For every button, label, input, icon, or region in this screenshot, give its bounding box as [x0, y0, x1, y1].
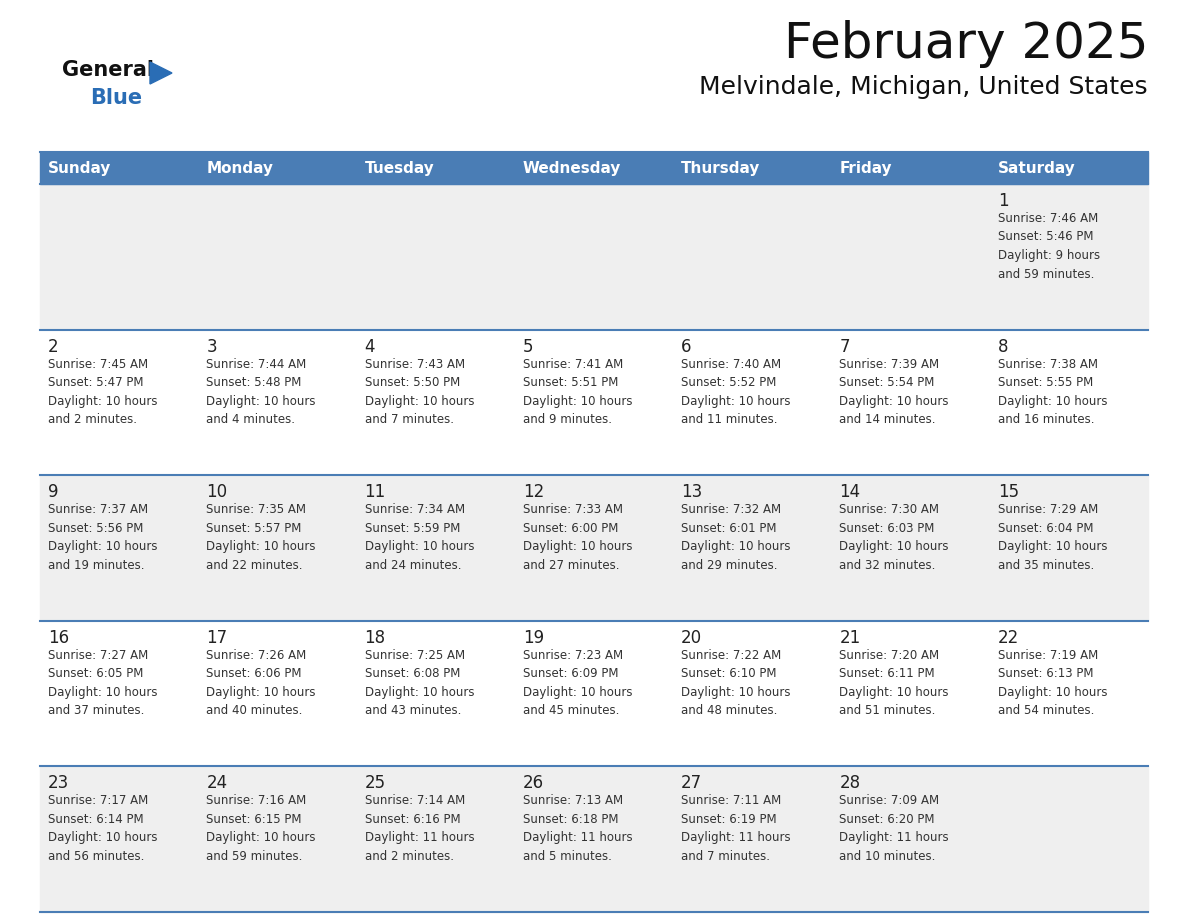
Text: 13: 13 [681, 483, 702, 501]
Bar [40, 152, 1148, 184]
Text: 11: 11 [365, 483, 386, 501]
Text: Sunrise: 7:16 AM
Sunset: 6:15 PM
Daylight: 10 hours
and 59 minutes.: Sunrise: 7:16 AM Sunset: 6:15 PM Dayligh… [207, 794, 316, 863]
Text: 10: 10 [207, 483, 227, 501]
Text: 19: 19 [523, 629, 544, 647]
Text: 1: 1 [998, 192, 1009, 210]
Text: 23: 23 [48, 775, 69, 792]
Text: 15: 15 [998, 483, 1019, 501]
Text: Tuesday: Tuesday [365, 161, 435, 175]
Bar [40, 330, 1148, 476]
Text: Sunrise: 7:29 AM
Sunset: 6:04 PM
Daylight: 10 hours
and 35 minutes.: Sunrise: 7:29 AM Sunset: 6:04 PM Dayligh… [998, 503, 1107, 572]
Polygon shape [150, 62, 172, 84]
Text: Sunrise: 7:46 AM
Sunset: 5:46 PM
Daylight: 9 hours
and 59 minutes.: Sunrise: 7:46 AM Sunset: 5:46 PM Dayligh… [998, 212, 1100, 281]
Text: Wednesday: Wednesday [523, 161, 621, 175]
Text: Monday: Monday [207, 161, 273, 175]
Text: 8: 8 [998, 338, 1009, 355]
Text: 17: 17 [207, 629, 227, 647]
Text: 27: 27 [681, 775, 702, 792]
Text: 22: 22 [998, 629, 1019, 647]
Text: 9: 9 [48, 483, 58, 501]
Text: 12: 12 [523, 483, 544, 501]
Text: 4: 4 [365, 338, 375, 355]
Text: Sunrise: 7:20 AM
Sunset: 6:11 PM
Daylight: 10 hours
and 51 minutes.: Sunrise: 7:20 AM Sunset: 6:11 PM Dayligh… [840, 649, 949, 717]
Text: Sunrise: 7:11 AM
Sunset: 6:19 PM
Daylight: 11 hours
and 7 minutes.: Sunrise: 7:11 AM Sunset: 6:19 PM Dayligh… [681, 794, 791, 863]
Text: Melvindale, Michigan, United States: Melvindale, Michigan, United States [700, 75, 1148, 99]
Text: Sunrise: 7:13 AM
Sunset: 6:18 PM
Daylight: 11 hours
and 5 minutes.: Sunrise: 7:13 AM Sunset: 6:18 PM Dayligh… [523, 794, 632, 863]
Text: Sunrise: 7:41 AM
Sunset: 5:51 PM
Daylight: 10 hours
and 9 minutes.: Sunrise: 7:41 AM Sunset: 5:51 PM Dayligh… [523, 358, 632, 426]
Text: Sunrise: 7:09 AM
Sunset: 6:20 PM
Daylight: 11 hours
and 10 minutes.: Sunrise: 7:09 AM Sunset: 6:20 PM Dayligh… [840, 794, 949, 863]
Text: Sunrise: 7:27 AM
Sunset: 6:05 PM
Daylight: 10 hours
and 37 minutes.: Sunrise: 7:27 AM Sunset: 6:05 PM Dayligh… [48, 649, 158, 717]
Text: 18: 18 [365, 629, 386, 647]
Text: 6: 6 [681, 338, 691, 355]
Text: 5: 5 [523, 338, 533, 355]
Text: 25: 25 [365, 775, 386, 792]
Text: 14: 14 [840, 483, 860, 501]
Text: Saturday: Saturday [998, 161, 1075, 175]
Text: Sunrise: 7:38 AM
Sunset: 5:55 PM
Daylight: 10 hours
and 16 minutes.: Sunrise: 7:38 AM Sunset: 5:55 PM Dayligh… [998, 358, 1107, 426]
Text: Sunrise: 7:37 AM
Sunset: 5:56 PM
Daylight: 10 hours
and 19 minutes.: Sunrise: 7:37 AM Sunset: 5:56 PM Dayligh… [48, 503, 158, 572]
Text: 21: 21 [840, 629, 860, 647]
Text: Sunday: Sunday [48, 161, 112, 175]
Text: Sunrise: 7:34 AM
Sunset: 5:59 PM
Daylight: 10 hours
and 24 minutes.: Sunrise: 7:34 AM Sunset: 5:59 PM Dayligh… [365, 503, 474, 572]
Text: 20: 20 [681, 629, 702, 647]
Text: Sunrise: 7:30 AM
Sunset: 6:03 PM
Daylight: 10 hours
and 32 minutes.: Sunrise: 7:30 AM Sunset: 6:03 PM Dayligh… [840, 503, 949, 572]
Text: Sunrise: 7:14 AM
Sunset: 6:16 PM
Daylight: 11 hours
and 2 minutes.: Sunrise: 7:14 AM Sunset: 6:16 PM Dayligh… [365, 794, 474, 863]
Text: Sunrise: 7:26 AM
Sunset: 6:06 PM
Daylight: 10 hours
and 40 minutes.: Sunrise: 7:26 AM Sunset: 6:06 PM Dayligh… [207, 649, 316, 717]
Text: 3: 3 [207, 338, 217, 355]
Text: Sunrise: 7:25 AM
Sunset: 6:08 PM
Daylight: 10 hours
and 43 minutes.: Sunrise: 7:25 AM Sunset: 6:08 PM Dayligh… [365, 649, 474, 717]
Text: Sunrise: 7:35 AM
Sunset: 5:57 PM
Daylight: 10 hours
and 22 minutes.: Sunrise: 7:35 AM Sunset: 5:57 PM Dayligh… [207, 503, 316, 572]
Text: Sunrise: 7:40 AM
Sunset: 5:52 PM
Daylight: 10 hours
and 11 minutes.: Sunrise: 7:40 AM Sunset: 5:52 PM Dayligh… [681, 358, 791, 426]
Text: Friday: Friday [840, 161, 892, 175]
Bar [40, 621, 1148, 767]
Text: Sunrise: 7:22 AM
Sunset: 6:10 PM
Daylight: 10 hours
and 48 minutes.: Sunrise: 7:22 AM Sunset: 6:10 PM Dayligh… [681, 649, 791, 717]
Text: Sunrise: 7:43 AM
Sunset: 5:50 PM
Daylight: 10 hours
and 7 minutes.: Sunrise: 7:43 AM Sunset: 5:50 PM Dayligh… [365, 358, 474, 426]
Bar [40, 184, 1148, 330]
Text: 26: 26 [523, 775, 544, 792]
Text: 16: 16 [48, 629, 69, 647]
Text: Thursday: Thursday [681, 161, 760, 175]
Text: 24: 24 [207, 775, 227, 792]
Text: Sunrise: 7:23 AM
Sunset: 6:09 PM
Daylight: 10 hours
and 45 minutes.: Sunrise: 7:23 AM Sunset: 6:09 PM Dayligh… [523, 649, 632, 717]
Text: Sunrise: 7:17 AM
Sunset: 6:14 PM
Daylight: 10 hours
and 56 minutes.: Sunrise: 7:17 AM Sunset: 6:14 PM Dayligh… [48, 794, 158, 863]
Text: Sunrise: 7:44 AM
Sunset: 5:48 PM
Daylight: 10 hours
and 4 minutes.: Sunrise: 7:44 AM Sunset: 5:48 PM Dayligh… [207, 358, 316, 426]
Text: Sunrise: 7:45 AM
Sunset: 5:47 PM
Daylight: 10 hours
and 2 minutes.: Sunrise: 7:45 AM Sunset: 5:47 PM Dayligh… [48, 358, 158, 426]
Text: February 2025: February 2025 [784, 20, 1148, 68]
Text: 28: 28 [840, 775, 860, 792]
Text: Sunrise: 7:19 AM
Sunset: 6:13 PM
Daylight: 10 hours
and 54 minutes.: Sunrise: 7:19 AM Sunset: 6:13 PM Dayligh… [998, 649, 1107, 717]
Text: Sunrise: 7:33 AM
Sunset: 6:00 PM
Daylight: 10 hours
and 27 minutes.: Sunrise: 7:33 AM Sunset: 6:00 PM Dayligh… [523, 503, 632, 572]
Bar [40, 767, 1148, 912]
Text: Sunrise: 7:32 AM
Sunset: 6:01 PM
Daylight: 10 hours
and 29 minutes.: Sunrise: 7:32 AM Sunset: 6:01 PM Dayligh… [681, 503, 791, 572]
Text: General: General [62, 60, 154, 80]
Text: 2: 2 [48, 338, 58, 355]
Bar [40, 476, 1148, 621]
Text: 7: 7 [840, 338, 849, 355]
Text: Blue: Blue [90, 88, 143, 108]
Text: Sunrise: 7:39 AM
Sunset: 5:54 PM
Daylight: 10 hours
and 14 minutes.: Sunrise: 7:39 AM Sunset: 5:54 PM Dayligh… [840, 358, 949, 426]
